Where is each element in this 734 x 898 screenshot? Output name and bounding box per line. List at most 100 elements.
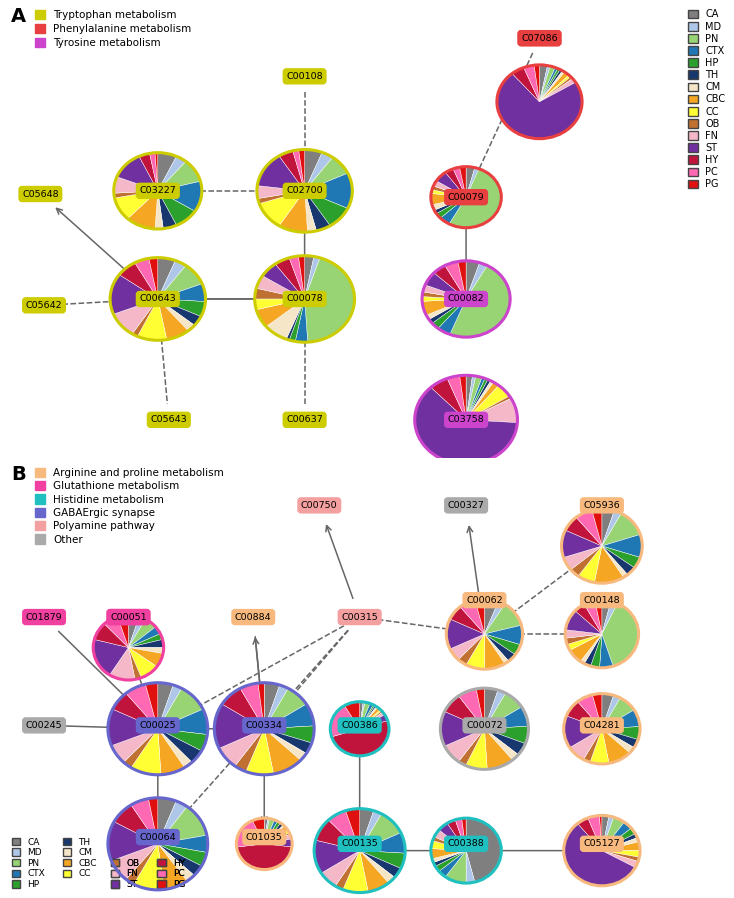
Wedge shape — [119, 263, 158, 299]
Wedge shape — [584, 634, 602, 666]
Wedge shape — [484, 604, 521, 634]
Wedge shape — [305, 191, 330, 231]
Wedge shape — [219, 729, 264, 766]
Wedge shape — [128, 647, 157, 678]
Wedge shape — [466, 818, 501, 882]
Wedge shape — [114, 177, 158, 193]
Wedge shape — [450, 266, 510, 337]
Wedge shape — [314, 841, 360, 873]
Wedge shape — [539, 66, 556, 101]
Wedge shape — [240, 683, 264, 729]
Wedge shape — [131, 729, 161, 775]
Wedge shape — [112, 693, 158, 729]
Wedge shape — [256, 276, 305, 299]
Wedge shape — [466, 385, 509, 420]
Wedge shape — [466, 262, 487, 299]
Wedge shape — [158, 797, 176, 844]
Text: C03758: C03758 — [448, 415, 484, 425]
Wedge shape — [360, 703, 374, 729]
Wedge shape — [446, 619, 484, 649]
Wedge shape — [330, 706, 360, 737]
Wedge shape — [128, 617, 145, 647]
Wedge shape — [360, 850, 395, 883]
Text: C00245: C00245 — [26, 721, 62, 730]
Text: A: A — [11, 7, 26, 26]
Wedge shape — [602, 511, 621, 546]
Text: C00025: C00025 — [139, 721, 176, 730]
Wedge shape — [104, 617, 128, 647]
Wedge shape — [602, 850, 639, 861]
Wedge shape — [567, 701, 602, 729]
Wedge shape — [150, 153, 158, 191]
Wedge shape — [466, 396, 511, 420]
Wedge shape — [459, 689, 484, 729]
Wedge shape — [255, 288, 305, 299]
Wedge shape — [295, 299, 308, 342]
Text: C00072: C00072 — [466, 721, 503, 730]
Wedge shape — [576, 510, 602, 546]
Wedge shape — [466, 383, 499, 420]
Wedge shape — [578, 546, 602, 583]
Wedge shape — [360, 811, 382, 850]
Wedge shape — [264, 682, 280, 729]
Wedge shape — [602, 817, 625, 850]
Text: C00148: C00148 — [584, 595, 620, 604]
Wedge shape — [158, 260, 186, 299]
Wedge shape — [567, 634, 602, 650]
Wedge shape — [264, 704, 314, 729]
Wedge shape — [258, 156, 305, 191]
Wedge shape — [289, 299, 305, 341]
Wedge shape — [565, 629, 602, 638]
Wedge shape — [158, 729, 184, 775]
Wedge shape — [431, 189, 466, 198]
Wedge shape — [264, 729, 301, 774]
Wedge shape — [258, 191, 305, 204]
Wedge shape — [539, 68, 560, 101]
Wedge shape — [581, 634, 602, 664]
Wedge shape — [602, 600, 611, 634]
Wedge shape — [466, 375, 476, 420]
Wedge shape — [264, 818, 268, 844]
Wedge shape — [321, 850, 360, 886]
Wedge shape — [279, 191, 308, 233]
Wedge shape — [425, 273, 466, 299]
Wedge shape — [264, 832, 290, 844]
Text: C00135: C00135 — [341, 840, 378, 849]
Text: C00051: C00051 — [110, 612, 147, 621]
Wedge shape — [158, 835, 208, 852]
Wedge shape — [360, 706, 377, 729]
Wedge shape — [590, 729, 609, 764]
Wedge shape — [539, 71, 564, 101]
Wedge shape — [466, 375, 473, 420]
Wedge shape — [426, 299, 466, 320]
Wedge shape — [459, 167, 466, 198]
Wedge shape — [497, 74, 582, 138]
Wedge shape — [602, 729, 630, 763]
Wedge shape — [595, 600, 602, 634]
Text: C00108: C00108 — [286, 72, 323, 81]
Text: C03227: C03227 — [139, 186, 176, 196]
Text: C01879: C01879 — [26, 612, 62, 621]
Wedge shape — [435, 198, 466, 214]
Text: C05127: C05127 — [584, 840, 620, 849]
Wedge shape — [360, 705, 375, 729]
Text: C00078: C00078 — [286, 295, 323, 304]
Wedge shape — [305, 149, 322, 191]
Wedge shape — [286, 299, 305, 340]
Wedge shape — [264, 729, 312, 753]
Wedge shape — [592, 693, 602, 729]
Text: C00315: C00315 — [341, 612, 378, 621]
Text: C05648: C05648 — [22, 189, 59, 198]
Wedge shape — [158, 266, 202, 299]
Wedge shape — [128, 191, 158, 229]
Wedge shape — [158, 299, 195, 330]
Wedge shape — [128, 647, 142, 680]
Wedge shape — [578, 818, 602, 850]
Wedge shape — [539, 65, 548, 101]
Wedge shape — [155, 191, 164, 229]
Wedge shape — [466, 380, 491, 420]
Wedge shape — [447, 820, 466, 850]
Wedge shape — [264, 689, 306, 729]
Wedge shape — [158, 153, 177, 191]
Wedge shape — [539, 75, 571, 101]
